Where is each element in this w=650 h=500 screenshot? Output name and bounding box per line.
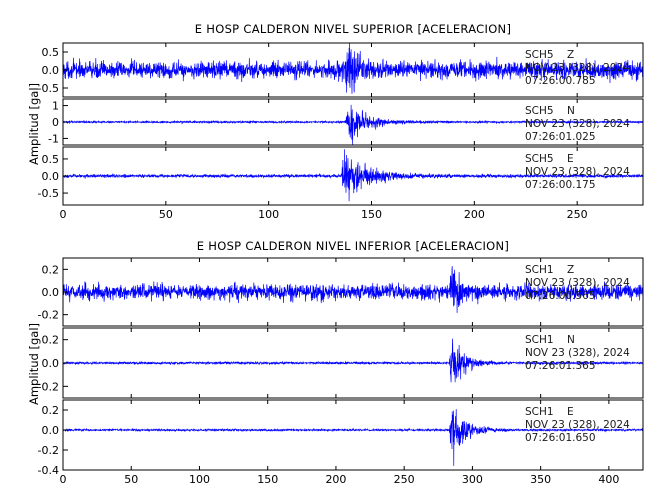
y-tick-label: 0.2	[42, 334, 60, 347]
x-tick-label: 200	[325, 473, 346, 486]
y-tick-label: -0.2	[38, 444, 59, 457]
date-label: NOV 23 (328), 2024	[525, 118, 630, 130]
component-label: E	[567, 406, 574, 418]
x-tick-label: 100	[258, 208, 279, 221]
x-tick-label: 50	[159, 208, 173, 221]
y-tick-label: 0.0	[42, 424, 60, 437]
date-label: NOV 23 (328), 2024	[525, 62, 630, 74]
waveform-trace	[62, 149, 644, 202]
y-tick-label: 0.5	[42, 153, 60, 166]
date-label: NOV 23 (328), 2024	[525, 277, 630, 289]
x-tick-label: 250	[567, 208, 588, 221]
y-tick-label: 0.0	[42, 64, 60, 77]
component-label: N	[567, 334, 575, 346]
chart-1: E HOSP CALDERON NIVEL SUPERIOR [ACELERAC…	[27, 22, 644, 221]
x-tick-label: 300	[462, 473, 483, 486]
x-tick-label: 100	[189, 473, 210, 486]
time-label: 07:26:00.565	[525, 290, 596, 302]
x-tick-label: 0	[60, 208, 67, 221]
date-label: NOV 23 (328), 2024	[525, 166, 630, 178]
y-tick-label: 0.2	[42, 404, 60, 417]
waveform-trace	[62, 104, 644, 145]
y-tick-label: 0.0	[42, 286, 60, 299]
station-label: SCH5	[525, 153, 554, 165]
x-tick-label: 250	[394, 473, 415, 486]
x-tick-label: 150	[257, 473, 278, 486]
date-label: NOV 23 (328), 2024	[525, 419, 630, 431]
x-tick-label: 400	[598, 473, 619, 486]
x-tick-label: 200	[464, 208, 485, 221]
station-label: SCH1	[525, 264, 554, 276]
y-tick-label: 0.2	[42, 263, 60, 276]
x-tick-label: 350	[530, 473, 551, 486]
station-label: SCH5	[525, 105, 554, 117]
time-label: 07:26:01.650	[525, 432, 596, 444]
component-label: N	[567, 105, 575, 117]
component-label: Z	[567, 264, 574, 276]
x-tick-label: 0	[60, 473, 67, 486]
panel-frame	[62, 399, 644, 471]
y-tick-label: -1	[48, 132, 59, 145]
component-label: E	[567, 153, 574, 165]
y-tick-label: 0.0	[42, 357, 60, 370]
station-label: SCH1	[525, 406, 554, 418]
time-label: 07:26:01.365	[525, 360, 596, 372]
time-label: 07:26:00.175	[525, 179, 596, 191]
date-label: NOV 23 (328), 2024	[525, 347, 630, 359]
y-axis-label: Amplitud [gal]	[27, 83, 41, 165]
station-label: SCH1	[525, 334, 554, 346]
waveform-trace	[62, 409, 644, 466]
y-tick-label: -0.5	[38, 82, 59, 95]
y-tick-label: -0.5	[38, 187, 59, 200]
chart-title: E HOSP CALDERON NIVEL SUPERIOR [ACELERAC…	[195, 22, 512, 36]
waveform-trace	[62, 43, 644, 94]
y-axis-label: Amplitud [gal]	[27, 323, 41, 405]
x-tick-label: 150	[361, 208, 382, 221]
x-tick-label: 50	[124, 473, 138, 486]
y-tick-label: 0.0	[42, 170, 60, 183]
y-tick-label: -0.4	[38, 464, 59, 477]
time-label: 07:26:00.785	[525, 75, 596, 87]
y-tick-label: -0.2	[38, 380, 59, 393]
chart-2: E HOSP CALDERON NIVEL INFERIOR [ACELERAC…	[27, 239, 644, 486]
waveform-trace	[62, 266, 644, 313]
component-label: Z	[567, 49, 574, 61]
y-tick-label: 1	[52, 100, 59, 113]
y-tick-label: 0.5	[42, 46, 60, 59]
time-label: 07:26:01.025	[525, 131, 596, 143]
y-tick-label: 0	[52, 116, 59, 129]
station-label: SCH5	[525, 49, 554, 61]
waveform-trace	[62, 338, 644, 383]
y-tick-label: -0.2	[38, 309, 59, 322]
chart-title: E HOSP CALDERON NIVEL INFERIOR [ACELERAC…	[197, 239, 509, 253]
